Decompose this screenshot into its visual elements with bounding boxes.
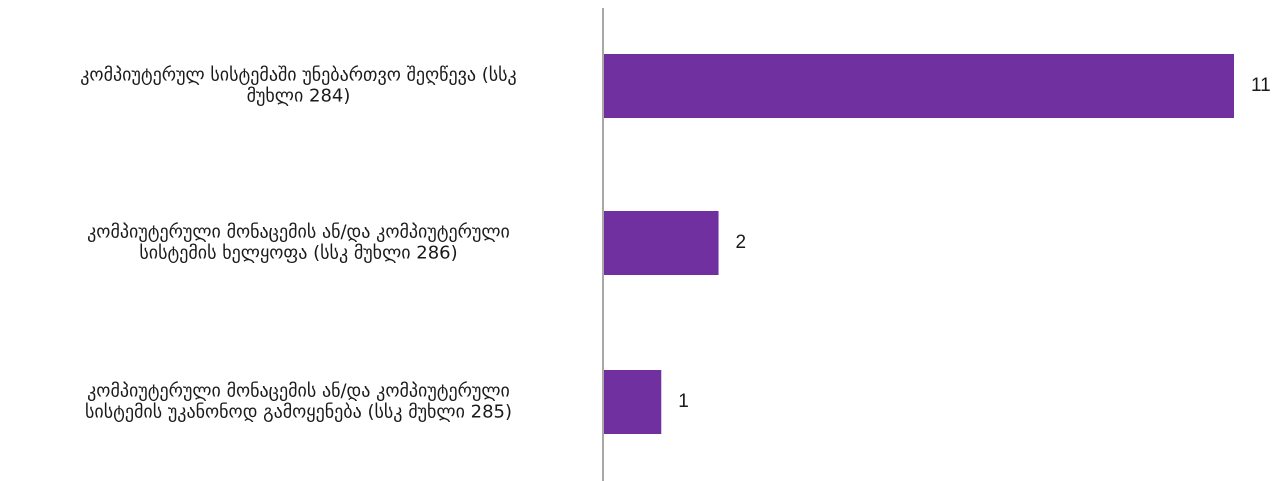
data-labels-group: 11 2 1	[678, 75, 1270, 412]
data-label-2: 1	[678, 391, 689, 412]
data-label-1: 2	[736, 232, 747, 253]
bar-2	[604, 370, 662, 434]
category-label-1-line-0: კომპიუტერული მონაცემის ან/და კომპიუტერულ…	[87, 222, 510, 243]
data-label-0: 11	[1251, 75, 1271, 96]
category-label-2-line-1: სისტემის უკანონოდ გამოყენება (სსკ მუხლი …	[85, 402, 512, 423]
category-label-2-line-0: კომპიუტერული მონაცემის ან/და კომპიუტერულ…	[87, 381, 510, 402]
category-label-2: კომპიუტერული მონაცემის ან/და კომპიუტერულ…	[85, 381, 512, 423]
bar-0	[604, 54, 1234, 118]
category-labels-group: კომპიუტერულ სისტემაში უნებართვო შეღწევა …	[80, 65, 517, 423]
category-label-1-line-1: სისტემის ხელყოფა (სსკ მუხლი 286)	[139, 243, 457, 264]
category-label-1: კომპიუტერული მონაცემის ან/და კომპიუტერულ…	[87, 222, 510, 264]
category-label-0: კომპიუტერულ სისტემაში უნებართვო შეღწევა …	[80, 65, 517, 107]
bars-group	[604, 54, 1234, 434]
bar-1	[604, 211, 719, 275]
category-label-0-line-0: კომპიუტერულ სისტემაში უნებართვო შეღწევა …	[80, 65, 517, 86]
category-label-0-line-1: მუხლი 284)	[247, 86, 351, 107]
